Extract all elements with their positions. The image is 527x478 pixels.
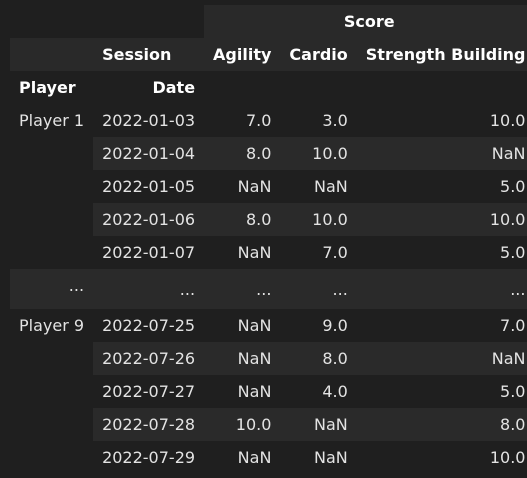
header-row-group: Score xyxy=(10,5,527,38)
cell-cardio: 10.0 xyxy=(280,203,357,236)
cell-agility: NaN xyxy=(204,375,281,408)
column-header-cardio: Cardio xyxy=(280,38,357,71)
cell-strength-building: NaN xyxy=(356,137,527,170)
table-row: Player 1 2022-01-03 7.0 3.0 10.0 xyxy=(10,104,527,269)
cell-strength-building: 7.0 xyxy=(356,309,527,342)
index-name-date: Date xyxy=(93,71,205,104)
table-row: Player 9 2022-07-25 NaN 9.0 7.0 xyxy=(10,309,527,474)
ellipsis-row: ... ... ... ... ... xyxy=(10,269,527,309)
header-row-columns: Session Agility Cardio Strength Building xyxy=(10,38,527,71)
header-blank xyxy=(280,71,357,104)
cell-cardio: 10.0 xyxy=(280,137,357,170)
table-row: 2022-01-04 8.0 10.0 NaN xyxy=(10,137,527,170)
table-row: 2022-07-29 NaN NaN 10.0 xyxy=(10,441,527,474)
row-index-date: 2022-07-26 xyxy=(93,342,205,375)
column-group-score: Score xyxy=(204,5,527,38)
cell-cardio: 9.0 xyxy=(280,309,357,342)
cell-agility: 8.0 xyxy=(204,203,281,236)
table-row: 2022-01-07 NaN 7.0 5.0 xyxy=(10,236,527,269)
column-level-name-session: Session xyxy=(93,38,205,71)
header-blank xyxy=(204,71,281,104)
table-row: 2022-01-06 8.0 10.0 10.0 xyxy=(10,203,527,236)
cell-strength-building: 5.0 xyxy=(356,170,527,203)
ellipsis-cell: ... xyxy=(10,269,94,309)
cell-agility: 8.0 xyxy=(204,137,281,170)
table-row: 2022-01-05 NaN NaN 5.0 xyxy=(10,170,527,203)
row-index-date: 2022-01-07 xyxy=(93,236,205,269)
header-row-index-names: Player Date xyxy=(10,71,527,104)
cell-strength-building: 5.0 xyxy=(356,236,527,269)
cell-cardio: 8.0 xyxy=(280,342,357,375)
row-index-player: Player 9 xyxy=(10,309,94,474)
cell-strength-building: 5.0 xyxy=(356,375,527,408)
header-blank xyxy=(93,5,204,38)
cell-cardio: NaN xyxy=(280,408,357,441)
cell-agility: NaN xyxy=(204,309,281,342)
row-index-date: 2022-07-27 xyxy=(93,375,205,408)
cell-agility: NaN xyxy=(204,170,281,203)
index-name-player: Player xyxy=(10,71,94,104)
column-header-strength-building: Strength Building xyxy=(356,38,527,71)
cell-agility: 10.0 xyxy=(204,408,281,441)
header-blank xyxy=(10,5,93,38)
cell-strength-building: 8.0 xyxy=(356,408,527,441)
row-index-date: 2022-01-06 xyxy=(93,203,205,236)
ellipsis-cell: ... xyxy=(204,269,281,309)
row-index-date: 2022-01-04 xyxy=(93,137,205,170)
cell-cardio: NaN xyxy=(280,441,357,474)
row-index-date: 2022-07-25 xyxy=(93,309,205,342)
header-blank xyxy=(356,71,527,104)
cell-cardio: 4.0 xyxy=(280,375,357,408)
cell-strength-building: 10.0 xyxy=(356,441,527,474)
ellipsis-cell: ... xyxy=(356,269,527,309)
cell-strength-building: NaN xyxy=(356,342,527,375)
table-row: 2022-07-27 NaN 4.0 5.0 xyxy=(10,375,527,408)
cell-cardio: NaN xyxy=(280,170,357,203)
cell-agility: NaN xyxy=(204,342,281,375)
cell-strength-building: 10.0 xyxy=(356,104,527,137)
cell-strength-building: 10.0 xyxy=(356,203,527,236)
cell-agility: NaN xyxy=(204,236,281,269)
row-index-date: 2022-07-29 xyxy=(93,441,205,474)
row-index-date: 2022-01-03 xyxy=(93,104,205,137)
row-index-player: Player 1 xyxy=(10,104,94,269)
cell-agility: 7.0 xyxy=(204,104,281,137)
table-row: 2022-07-28 10.0 NaN 8.0 xyxy=(10,408,527,441)
ellipsis-cell: ... xyxy=(280,269,357,309)
header-blank xyxy=(10,38,94,71)
row-index-date: 2022-01-05 xyxy=(93,170,205,203)
dataframe-table: Score Session Agility Cardio Strength Bu… xyxy=(10,5,527,474)
row-index-date: 2022-07-28 xyxy=(93,408,205,441)
cell-agility: NaN xyxy=(204,441,281,474)
cell-cardio: 7.0 xyxy=(280,236,357,269)
cell-cardio: 3.0 xyxy=(280,104,357,137)
column-header-agility: Agility xyxy=(204,38,281,71)
ellipsis-cell: ... xyxy=(93,269,205,309)
table-row: 2022-07-26 NaN 8.0 NaN xyxy=(10,342,527,375)
